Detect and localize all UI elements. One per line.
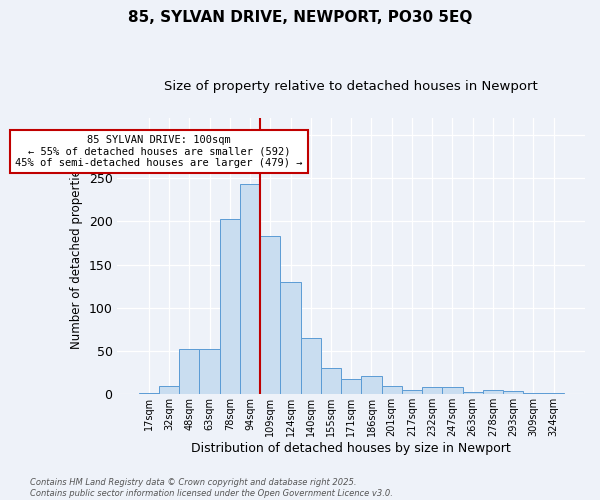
Text: 85 SYLVAN DRIVE: 100sqm
← 55% of detached houses are smaller (592)
45% of semi-d: 85 SYLVAN DRIVE: 100sqm ← 55% of detache… bbox=[15, 135, 303, 168]
Bar bbox=[280, 282, 301, 395]
Text: 85, SYLVAN DRIVE, NEWPORT, PO30 5EQ: 85, SYLVAN DRIVE, NEWPORT, PO30 5EQ bbox=[128, 10, 472, 25]
Bar bbox=[523, 392, 544, 394]
Bar bbox=[159, 386, 179, 394]
Bar bbox=[240, 184, 260, 394]
Title: Size of property relative to detached houses in Newport: Size of property relative to detached ho… bbox=[164, 80, 538, 93]
Text: Contains HM Land Registry data © Crown copyright and database right 2025.
Contai: Contains HM Land Registry data © Crown c… bbox=[30, 478, 393, 498]
Bar bbox=[361, 376, 382, 394]
Bar bbox=[463, 392, 483, 394]
Bar bbox=[139, 392, 159, 394]
Bar bbox=[483, 390, 503, 394]
Bar bbox=[179, 350, 199, 395]
Bar bbox=[341, 378, 361, 394]
Bar bbox=[503, 391, 523, 394]
Bar bbox=[301, 338, 321, 394]
Bar bbox=[260, 236, 280, 394]
Bar bbox=[321, 368, 341, 394]
Bar bbox=[442, 386, 463, 394]
Bar bbox=[402, 390, 422, 394]
X-axis label: Distribution of detached houses by size in Newport: Distribution of detached houses by size … bbox=[191, 442, 511, 455]
Bar bbox=[382, 386, 402, 394]
Y-axis label: Number of detached properties: Number of detached properties bbox=[70, 163, 83, 349]
Bar bbox=[422, 388, 442, 394]
Bar bbox=[220, 219, 240, 394]
Bar bbox=[199, 350, 220, 395]
